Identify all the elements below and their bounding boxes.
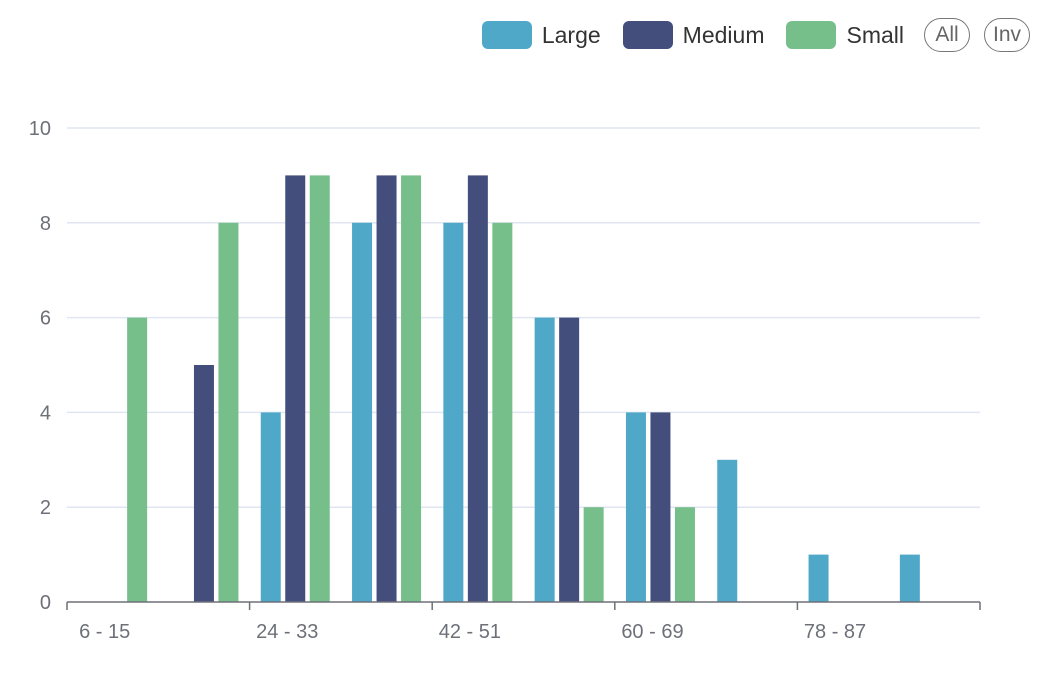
bar-small — [127, 317, 148, 602]
y-tick-label: 4 — [40, 402, 51, 424]
x-tick-label: 42 - 51 — [439, 621, 501, 643]
bar-medium — [285, 175, 306, 602]
legend-label-small: Small — [846, 21, 904, 48]
x-tick-label: 60 - 69 — [621, 621, 683, 643]
bar-large — [625, 412, 646, 602]
bar-medium — [650, 412, 671, 602]
bar-small — [309, 175, 330, 602]
legend-label-large: Large — [541, 21, 601, 48]
bar-medium — [467, 175, 488, 602]
legend-item-medium[interactable]: Medium — [622, 21, 765, 49]
legend-label-medium: Medium — [682, 21, 765, 48]
bar-large — [260, 412, 281, 602]
bar-medium — [559, 317, 580, 602]
x-tick-label: 24 - 33 — [256, 621, 318, 643]
bar-small — [674, 507, 695, 602]
bar-large — [717, 459, 738, 602]
legend-item-large[interactable]: Large — [481, 21, 601, 49]
inverse-selection-button[interactable]: Inv — [984, 18, 1030, 52]
legend-swatch-large — [481, 21, 532, 49]
bar-small — [492, 222, 513, 603]
legend-item-small[interactable]: Small — [786, 21, 904, 49]
x-tick-label: 6 - 15 — [79, 621, 130, 643]
y-tick-label: 6 — [40, 308, 51, 330]
bars — [127, 175, 920, 603]
legend-swatch-medium — [622, 21, 673, 49]
y-tick-label: 10 — [29, 118, 51, 140]
bar-small — [583, 507, 604, 602]
y-tick-label: 0 — [40, 592, 51, 614]
bar-large — [899, 554, 920, 602]
chart-legend: Large Medium Small All Inv — [481, 18, 1030, 52]
bar-large — [534, 317, 555, 602]
bar-small — [401, 175, 422, 602]
select-all-button[interactable]: All — [924, 18, 970, 52]
bar-large — [352, 222, 373, 603]
bar-large — [443, 222, 464, 603]
y-tick-label: 8 — [40, 213, 51, 235]
x-tick-label: 78 - 87 — [804, 621, 866, 643]
y-tick-label: 2 — [40, 497, 51, 519]
axes: 0 2 4 6 8 10 6 - 15 24 - 33 42 - 51 60 - 69 78 - 8… — [29, 118, 981, 643]
legend-swatch-small — [786, 21, 837, 49]
bar-medium — [193, 365, 214, 602]
bar-small — [218, 222, 239, 603]
bar-large — [808, 554, 829, 602]
bar-medium — [376, 175, 397, 602]
